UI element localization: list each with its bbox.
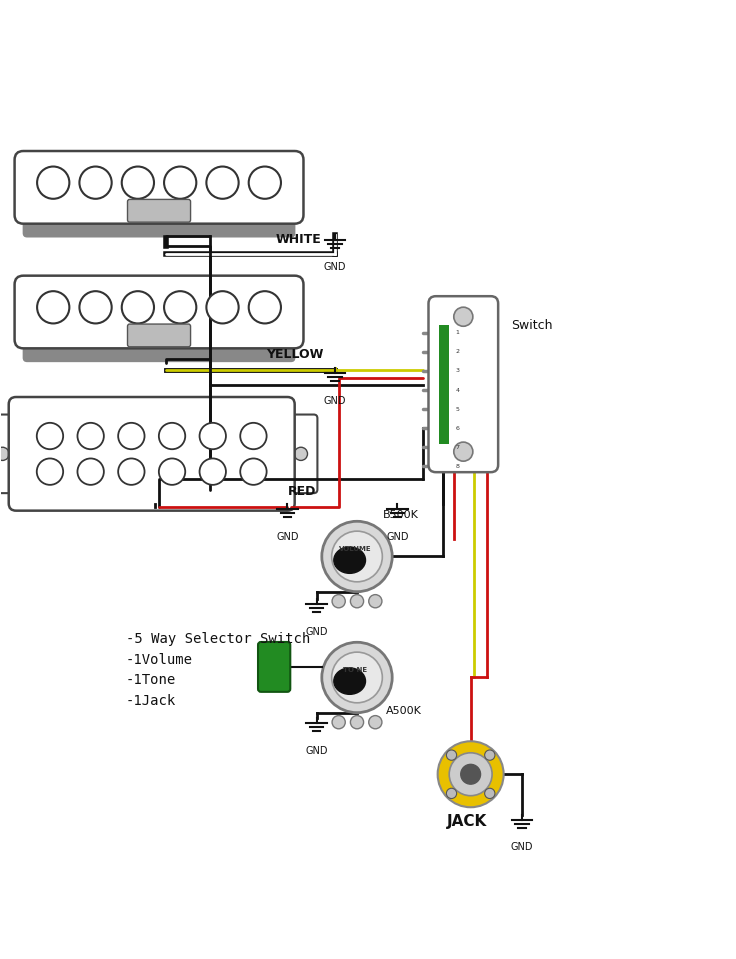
Text: GND: GND (324, 263, 346, 272)
Text: A500K: A500K (386, 706, 422, 715)
Circle shape (77, 458, 104, 485)
Circle shape (249, 292, 281, 323)
Text: 3: 3 (456, 368, 459, 373)
Circle shape (121, 292, 154, 323)
Circle shape (79, 292, 112, 323)
Circle shape (454, 307, 473, 326)
Text: B500K: B500K (383, 510, 419, 520)
Circle shape (332, 531, 382, 582)
Circle shape (118, 423, 144, 449)
Text: GND: GND (305, 746, 328, 756)
Text: 8: 8 (456, 464, 459, 469)
Circle shape (449, 753, 492, 796)
Circle shape (461, 764, 481, 784)
Circle shape (121, 167, 154, 199)
FancyBboxPatch shape (258, 642, 290, 691)
Circle shape (249, 167, 281, 199)
FancyBboxPatch shape (127, 324, 191, 347)
Circle shape (206, 167, 238, 199)
Text: GND: GND (324, 396, 346, 406)
Circle shape (240, 458, 266, 485)
FancyBboxPatch shape (428, 296, 498, 472)
Circle shape (322, 522, 392, 592)
Circle shape (164, 292, 197, 323)
Circle shape (369, 715, 382, 729)
Text: 2: 2 (456, 349, 459, 355)
Circle shape (447, 788, 456, 799)
Circle shape (118, 458, 144, 485)
Circle shape (159, 458, 185, 485)
FancyBboxPatch shape (23, 212, 295, 238)
Text: RED: RED (288, 485, 316, 498)
Circle shape (199, 458, 226, 485)
Text: 7: 7 (456, 445, 459, 450)
FancyBboxPatch shape (15, 275, 303, 348)
Text: VOLUME: VOLUME (339, 547, 372, 552)
Circle shape (37, 458, 63, 485)
Text: GND: GND (511, 842, 533, 853)
FancyBboxPatch shape (15, 151, 303, 223)
Circle shape (206, 292, 238, 323)
FancyBboxPatch shape (439, 325, 449, 444)
Ellipse shape (334, 547, 366, 573)
Text: 1: 1 (456, 330, 459, 336)
Circle shape (438, 741, 503, 807)
Text: GND: GND (276, 531, 299, 542)
Text: TO NE: TO NE (344, 667, 367, 673)
Circle shape (447, 750, 456, 760)
Circle shape (350, 715, 364, 729)
Circle shape (369, 595, 382, 608)
Ellipse shape (334, 667, 366, 694)
Circle shape (332, 652, 382, 703)
Text: 4: 4 (456, 387, 459, 392)
Text: JACK: JACK (447, 814, 487, 829)
FancyBboxPatch shape (127, 199, 191, 222)
Circle shape (332, 595, 345, 608)
Circle shape (240, 423, 266, 449)
Circle shape (350, 595, 364, 608)
Circle shape (199, 423, 226, 449)
Text: YELLOW: YELLOW (266, 348, 323, 362)
Circle shape (79, 167, 112, 199)
Circle shape (0, 447, 9, 460)
Text: GND: GND (386, 531, 408, 542)
Circle shape (454, 442, 473, 461)
Circle shape (164, 167, 197, 199)
FancyBboxPatch shape (284, 414, 317, 493)
FancyBboxPatch shape (9, 397, 294, 510)
FancyBboxPatch shape (23, 337, 295, 363)
Circle shape (484, 788, 495, 799)
FancyBboxPatch shape (0, 414, 19, 493)
Circle shape (294, 447, 308, 460)
Text: Switch: Switch (511, 319, 553, 332)
Circle shape (37, 167, 69, 199)
Circle shape (77, 423, 104, 449)
Text: 5: 5 (456, 407, 459, 411)
FancyBboxPatch shape (17, 482, 286, 510)
Circle shape (332, 715, 345, 729)
Text: WHITE: WHITE (275, 233, 321, 246)
Circle shape (37, 423, 63, 449)
Circle shape (159, 423, 185, 449)
Text: 6: 6 (456, 426, 459, 431)
Text: GND: GND (305, 627, 328, 637)
Text: -5 Way Selector Switch
-1Volume
-1Tone
-1Jack: -5 Way Selector Switch -1Volume -1Tone -… (126, 632, 311, 708)
Circle shape (322, 643, 392, 713)
Circle shape (37, 292, 69, 323)
Circle shape (484, 750, 495, 760)
